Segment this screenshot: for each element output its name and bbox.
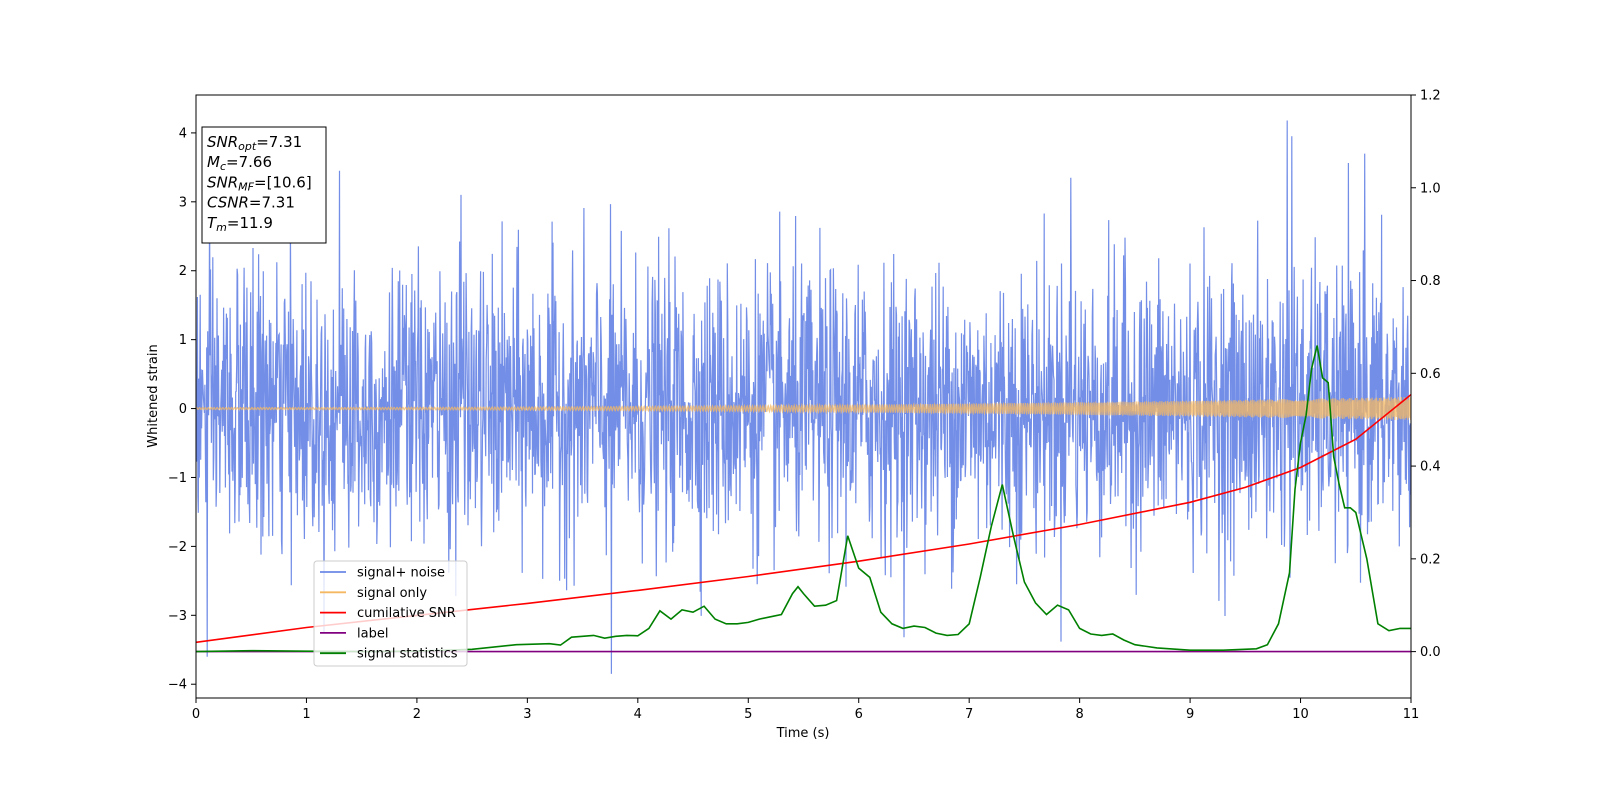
legend-entry: signal statistics [357,647,458,662]
y-tick-label: 3 [179,195,187,210]
legend-entry: label [357,626,388,641]
x-tick-label: 7 [965,707,973,722]
x-tick-label: 3 [523,707,531,722]
x-tick-label: 10 [1292,707,1309,722]
series-signal-only [196,396,1411,421]
x-tick-label: 8 [1075,707,1083,722]
x-tick-label: 2 [413,707,421,722]
y-tick-label: −1 [168,471,187,486]
y-axis-left: −4 −3 −2 −1 0 1 2 3 4 [168,126,196,693]
plot-frame [195,94,1412,699]
y-tick-label: −3 [168,609,187,624]
x-axis: 0 1 2 3 4 5 6 7 8 9 10 11 [192,698,1419,722]
x-tick-label: 6 [855,707,863,722]
series-signal-noise [196,120,1411,674]
y-tick-label: 2 [179,264,187,279]
info-line: SNRMF=[10.6] [207,173,312,193]
y2-tick-label: 1.0 [1420,181,1441,196]
x-tick-label: 9 [1186,707,1194,722]
y2-tick-label: 0.2 [1420,552,1441,567]
legend-entry: signal only [357,586,427,601]
y2-tick-label: 0.0 [1420,645,1441,660]
info-line: Tm=11.9 [207,214,273,234]
info-box-frame [201,126,327,244]
x-tick-label: 0 [192,707,200,722]
legend: signal+ noise signal only cumilative SNR la… [313,560,468,667]
x-axis-label: Time (s) [776,726,830,741]
x-tick-label: 4 [634,707,642,722]
y-axis-right: 0.0 0.2 0.4 0.6 0.8 1.0 1.2 [1411,89,1441,660]
y-tick-label: 1 [179,333,187,348]
info-line: CSNR=7.31 [207,194,295,212]
x-tick-label: 5 [744,707,752,722]
legend-frame [313,560,468,667]
info-line: Mc=7.66 [207,153,272,173]
y-tick-label: 4 [179,126,187,141]
y-tick-label: 0 [179,402,187,417]
x-tick-label: 11 [1403,707,1420,722]
series-signal-statistics [196,345,1411,653]
legend-entry: cumilative SNR [357,606,456,621]
y2-tick-label: 0.6 [1420,367,1441,382]
info-line: SNRopt=7.31 [207,133,302,153]
y2-tick-label: 0.8 [1420,274,1441,289]
y2-tick-label: 1.2 [1420,89,1441,104]
legend-entry: signal+ noise [357,566,445,581]
y-axis-label: Whitened strain [146,344,161,447]
x-tick-label: 1 [302,707,310,722]
y-tick-label: −2 [168,540,187,555]
y2-tick-label: 0.4 [1420,460,1441,475]
y-tick-label: −4 [168,678,187,693]
